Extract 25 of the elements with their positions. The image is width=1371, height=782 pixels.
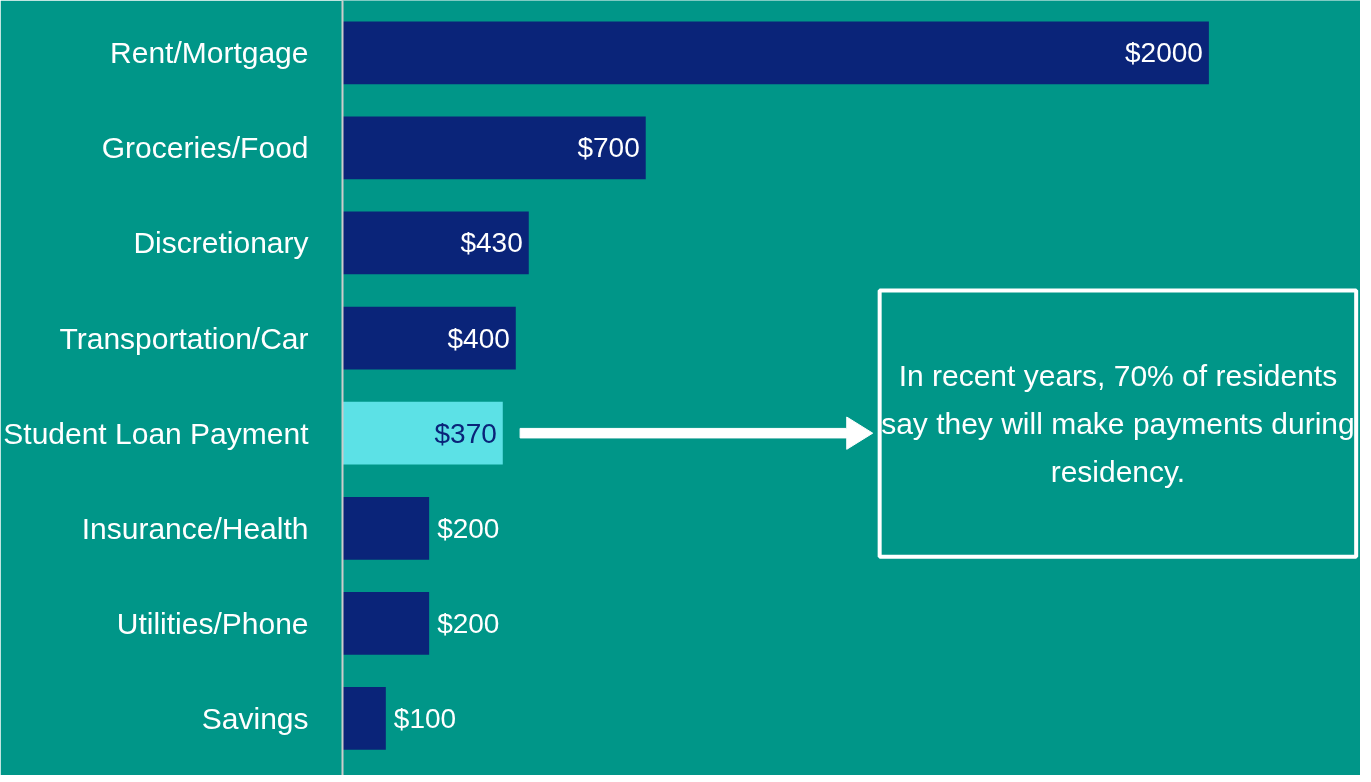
data-label: $400 bbox=[447, 322, 510, 354]
bar bbox=[342, 211, 529, 275]
y-tick-label: Savings bbox=[201, 701, 309, 735]
bar bbox=[342, 306, 516, 370]
y-tick-label: Utilities/Phone bbox=[116, 606, 309, 640]
data-label: $370 bbox=[434, 417, 497, 449]
data-label: $2000 bbox=[1125, 37, 1203, 69]
y-tick-label: Groceries/Food bbox=[101, 131, 309, 165]
bar bbox=[342, 116, 646, 180]
y-tick-label: Transportation/Car bbox=[59, 321, 309, 355]
data-label: $200 bbox=[437, 607, 500, 639]
bar bbox=[342, 591, 430, 655]
data-label: $430 bbox=[460, 227, 523, 259]
bar bbox=[342, 496, 430, 560]
y-tick-label: Discretionary bbox=[133, 226, 309, 260]
data-label: $100 bbox=[393, 702, 457, 734]
y-tick-label: Rent/Mortgage bbox=[110, 36, 309, 70]
bar bbox=[342, 687, 386, 750]
y-tick-label: Student Loan Payment bbox=[3, 416, 310, 450]
data-label: $700 bbox=[577, 132, 640, 164]
y-tick-label: Insurance/Health bbox=[81, 511, 309, 545]
bar bbox=[342, 21, 1209, 85]
annotation: In recent years, 70% of residents say they will make payments during residency. bbox=[881, 359, 1355, 489]
data-label: $200 bbox=[437, 512, 500, 544]
bar bbox=[342, 401, 503, 465]
